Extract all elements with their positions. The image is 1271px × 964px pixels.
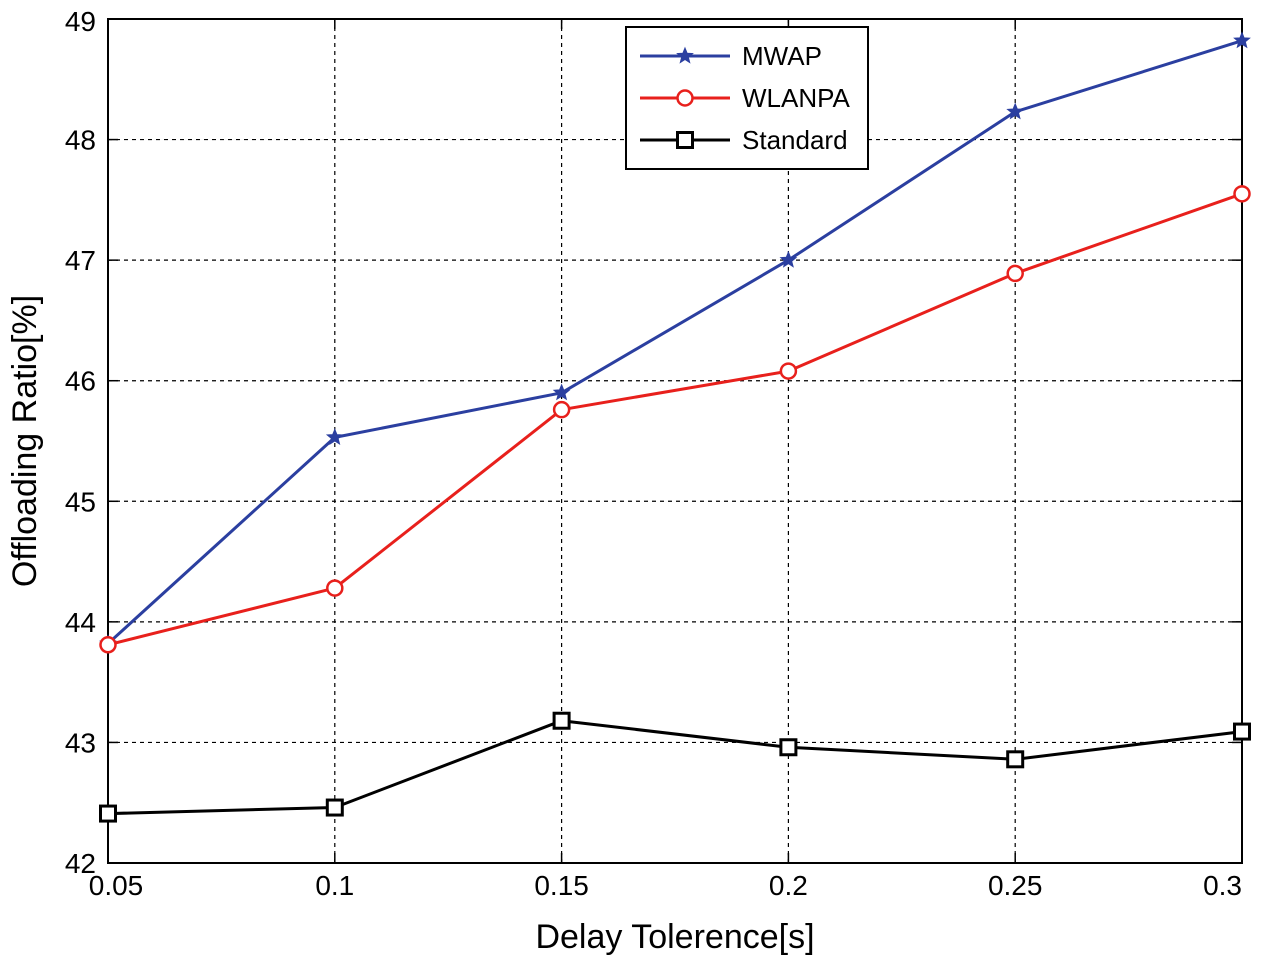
legend-label-wlanpa: WLANPA [742, 83, 851, 113]
plot-area-frame [107, 18, 1243, 864]
y-tick-label: 43 [65, 727, 96, 758]
y-tick-label: 44 [65, 607, 96, 638]
legend-label-mwap: MWAP [742, 41, 822, 71]
data-point-mwap [552, 383, 571, 401]
axis-ticks: 0.05 0.1 0.15 0.2 0.25 0.3 42 43 44 45 46 47 48 49 [65, 6, 1243, 901]
data-point-wlanpa [99, 636, 117, 654]
data-point-mwap [779, 250, 798, 268]
legend-marker-standard [676, 131, 694, 149]
series-line-standard [107, 719, 1243, 816]
y-tick-label: 49 [65, 6, 96, 37]
data-point-standard [325, 798, 344, 817]
x-tick-label: 0.3 [1203, 870, 1242, 901]
x-tick-label: 0.1 [315, 870, 354, 901]
x-tick-label: 0.15 [534, 870, 589, 901]
data-point-wlanpa [779, 362, 798, 380]
data-series [99, 31, 1251, 823]
data-point-wlanpa [326, 579, 344, 597]
y-tick-label: 47 [65, 245, 96, 276]
data-point-standard [99, 804, 117, 823]
y-tick-label: 42 [65, 848, 96, 879]
x-axis-title: Delay Tolerence[s] [535, 918, 814, 956]
series-line-wlanpa [107, 192, 1243, 647]
data-point-mwap [1233, 31, 1251, 49]
y-tick-label: 45 [65, 486, 96, 517]
data-point-wlanpa [1233, 185, 1251, 203]
legend: MWAP WLANPA Standard [625, 26, 869, 170]
series-line-mwap [106, 39, 1243, 645]
y-tick-label: 46 [65, 366, 96, 397]
legend-marker-mwap [676, 46, 694, 64]
data-point-standard [779, 738, 798, 757]
x-tick-label: 0.2 [769, 870, 808, 901]
data-point-standard [1233, 722, 1251, 741]
data-point-wlanpa [552, 400, 571, 419]
data-point-mwap [325, 428, 344, 446]
legend-marker-wlanpa [676, 89, 694, 107]
data-point-mwap [1006, 102, 1025, 120]
y-tick-label: 48 [65, 125, 96, 156]
x-tick-label: 0.05 [89, 870, 144, 901]
y-axis-title: Offloading Ratio[%] [6, 295, 44, 587]
data-point-standard [552, 711, 571, 730]
legend-label-standard: Standard [742, 125, 848, 155]
x-tick-label: 0.25 [988, 870, 1043, 901]
data-point-standard [1006, 750, 1025, 769]
data-point-wlanpa [1006, 264, 1024, 283]
